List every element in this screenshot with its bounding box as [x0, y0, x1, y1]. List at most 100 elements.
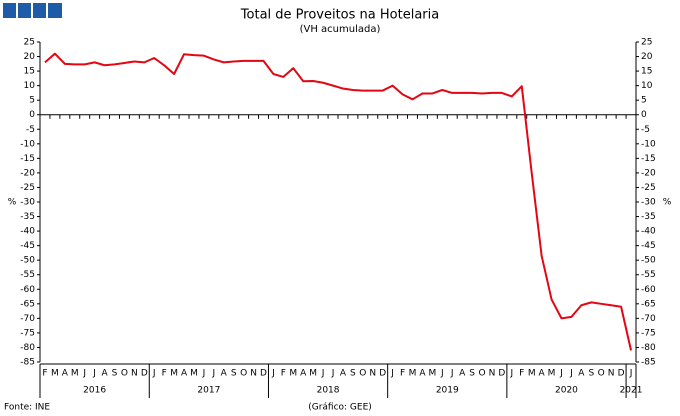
x-tick-label: A — [459, 369, 466, 379]
y2-tick-label: -80 — [641, 343, 656, 353]
y-tick-label: -85 — [20, 358, 35, 368]
y2-tick-label: -50 — [641, 256, 656, 266]
y-tick-label: 15 — [24, 67, 35, 77]
y2-tick-label: -35 — [641, 212, 656, 222]
year-label: 2016 — [83, 386, 106, 396]
x-tick-label: J — [82, 369, 86, 379]
y2-tick-label: -70 — [641, 314, 656, 324]
y-tick-label: 0 — [29, 110, 35, 120]
x-tick-label: D — [498, 369, 505, 379]
x-tick-label: A — [300, 369, 307, 379]
x-tick-label: N — [369, 369, 376, 379]
y-tick-label: -45 — [20, 241, 35, 251]
x-tick-label: J — [629, 369, 633, 379]
x-tick-label: A — [419, 369, 426, 379]
x-tick-label: J — [152, 369, 156, 379]
x-tick-label: A — [101, 369, 108, 379]
chart-title: Total de Proveitos na Hotelaria — [240, 8, 439, 23]
y2-axis-label: % — [663, 198, 672, 208]
y2-tick-label: -60 — [641, 285, 656, 295]
x-tick-label: J — [569, 369, 573, 379]
x-tick-label: M — [289, 369, 297, 379]
x-tick-label: J — [271, 369, 275, 379]
y2-tick-label: -40 — [641, 227, 656, 237]
x-tick-label: F — [162, 369, 167, 379]
y2-tick-label: -20 — [641, 168, 656, 178]
y-axis-label: % — [8, 198, 17, 208]
y2-tick-label: 15 — [641, 67, 652, 77]
logo — [3, 3, 62, 18]
x-tick-label: M — [548, 369, 556, 379]
y-tick-label: -35 — [20, 212, 35, 222]
x-tick-label: D — [260, 369, 267, 379]
x-tick-label: J — [202, 369, 206, 379]
x-tick-label: M — [409, 369, 417, 379]
x-tick-label: O — [121, 369, 128, 379]
x-tick-label: J — [510, 369, 514, 379]
y-tick-label: -25 — [20, 183, 35, 193]
y-tick-label: 25 — [24, 38, 35, 48]
x-tick-label: J — [92, 369, 96, 379]
x-tick-label: O — [240, 369, 247, 379]
x-tick-label: O — [598, 369, 605, 379]
y-tick-label: -75 — [20, 328, 35, 338]
x-tick-label: N — [131, 369, 138, 379]
y-tick-label: -55 — [20, 270, 35, 280]
x-tick-label: J — [390, 369, 394, 379]
credit: (Gráfico: GEE) — [308, 403, 372, 413]
y2-tick-label: -30 — [641, 198, 656, 208]
y2-tick-label: 0 — [641, 110, 647, 120]
y2-tick-label: -10 — [641, 139, 656, 149]
x-tick-label: N — [608, 369, 615, 379]
y-tick-label: -65 — [20, 299, 35, 309]
x-tick-label: J — [450, 369, 454, 379]
y2-tick-label: 25 — [641, 38, 652, 48]
year-label: 2021 — [620, 386, 643, 396]
x-tick-label: A — [62, 369, 69, 379]
x-tick-label: D — [379, 369, 386, 379]
x-tick-label: A — [340, 369, 347, 379]
y2-tick-label: -55 — [641, 270, 656, 280]
x-tick-label: D — [618, 369, 625, 379]
y-tick-label: -80 — [20, 343, 35, 353]
y-tick-label: -15 — [20, 154, 35, 164]
y-tick-label: -30 — [20, 198, 35, 208]
x-tick-label: S — [350, 369, 356, 379]
x-tick-label: M — [51, 369, 59, 379]
y-tick-label: -40 — [20, 227, 35, 237]
x-tick-label: J — [321, 369, 325, 379]
y-tick-label: -60 — [20, 285, 35, 295]
y-tick-label: 10 — [24, 81, 36, 91]
x-tick-label: M — [190, 369, 198, 379]
x-tick-label: F — [519, 369, 524, 379]
x-tick-label: M — [528, 369, 536, 379]
y2-tick-label: -25 — [641, 183, 656, 193]
x-tick-label: M — [170, 369, 178, 379]
year-label: 2018 — [317, 386, 340, 396]
chart-subtitle: (VH acumulada) — [300, 24, 381, 35]
y-tick-label: -50 — [20, 256, 35, 266]
x-tick-label: S — [112, 369, 118, 379]
x-tick-label: N — [489, 369, 496, 379]
x-tick-label: M — [71, 369, 79, 379]
y-tick-label: -10 — [20, 139, 35, 149]
x-tick-label: J — [331, 369, 335, 379]
x-tick-label: A — [181, 369, 188, 379]
x-tick-label: F — [400, 369, 405, 379]
source: Fonte: INE — [4, 403, 50, 413]
x-tick-label: J — [559, 369, 563, 379]
x-tick-label: O — [359, 369, 366, 379]
y2-tick-label: -65 — [641, 299, 656, 309]
x-tick-label: N — [250, 369, 257, 379]
y-tick-label: 5 — [29, 96, 35, 106]
x-tick-label: A — [221, 369, 228, 379]
x-tick-label: O — [478, 369, 485, 379]
x-tick-label: F — [281, 369, 286, 379]
x-tick-label: M — [309, 369, 317, 379]
year-label: 2017 — [197, 386, 220, 396]
y2-tick-label: 20 — [641, 52, 653, 62]
x-tick-label: A — [578, 369, 585, 379]
y2-tick-label: -75 — [641, 328, 656, 338]
year-label: 2019 — [436, 386, 459, 396]
